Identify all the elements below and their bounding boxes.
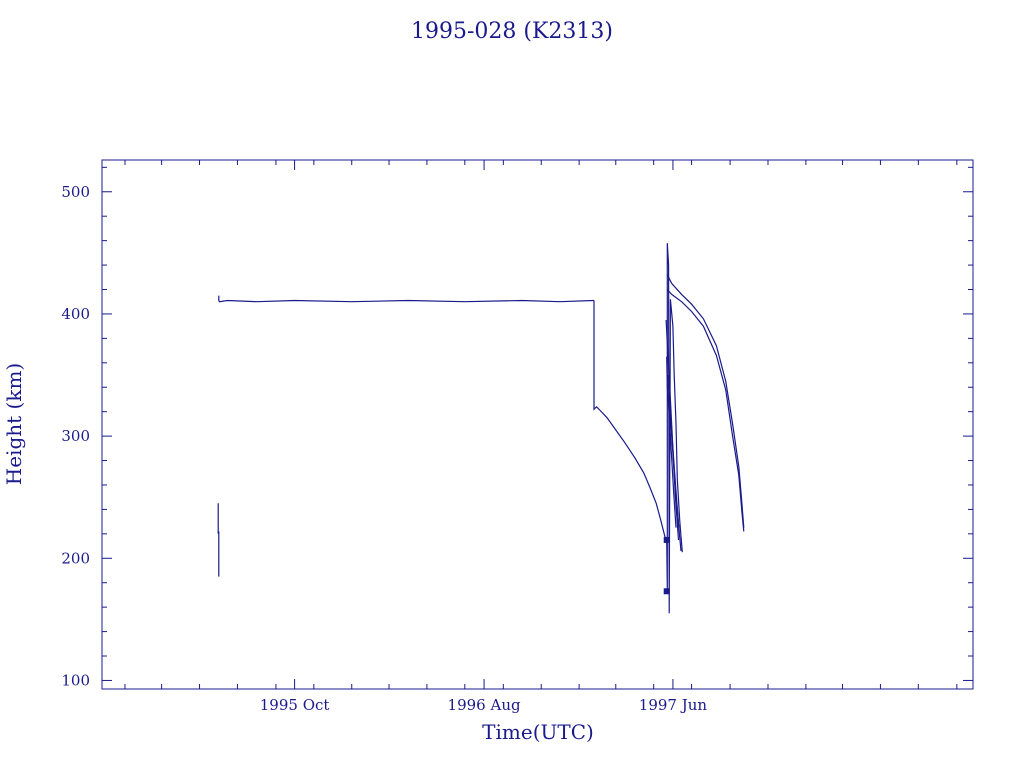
series-line-6 <box>666 356 677 528</box>
y-tick-label: 200 <box>61 549 90 567</box>
x-tick-label: 1997 Jun <box>639 696 708 714</box>
y-tick-label: 100 <box>61 671 90 689</box>
data-marker <box>663 588 670 595</box>
x-axis-label: Time(UTC) <box>482 720 594 744</box>
y-tick-label: 300 <box>61 427 90 445</box>
data-series <box>217 243 745 614</box>
y-tick-label: 500 <box>61 183 90 201</box>
series-line-3 <box>593 300 667 542</box>
y-tick-label: 400 <box>61 305 90 323</box>
x-tick-label: 1995 Oct <box>260 696 330 714</box>
y-axis-label: Height (km) <box>2 363 26 485</box>
data-markers <box>663 536 670 595</box>
series-line-2 <box>218 295 594 303</box>
x-tick-label: 1996 Aug <box>448 696 521 714</box>
series-line-9 <box>666 274 745 528</box>
series-line-8 <box>668 381 680 532</box>
y-axis-ticks: 100 200 300 400 500 <box>61 183 973 689</box>
x-axis-ticks: 1995 Oct 1996 Aug 1997 Jun <box>260 160 708 714</box>
plot-frame <box>101 159 974 690</box>
series-line-10 <box>666 289 745 532</box>
series-line-4 <box>666 243 683 614</box>
minor-ticks <box>102 160 973 689</box>
data-marker <box>663 536 670 543</box>
series-line-1 <box>217 503 220 577</box>
chart-title: 1995-028 (K2313) <box>411 19 613 44</box>
